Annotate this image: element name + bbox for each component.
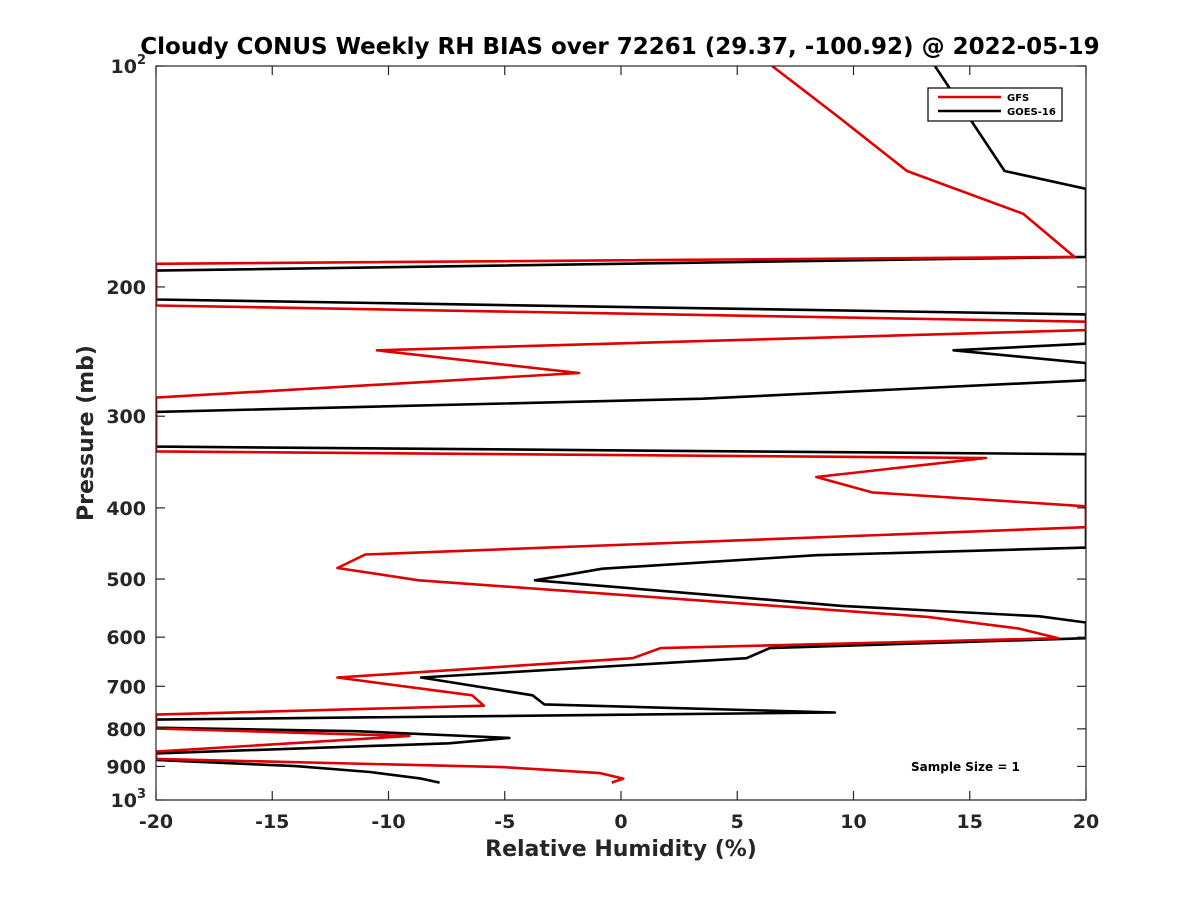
x-tick-label-20: 20 <box>1073 811 1099 833</box>
y-tick-label-900: 900 <box>106 756 146 778</box>
x-tick-label-0: 0 <box>614 811 627 833</box>
ticks-layer: -20 -15 -10 -5 0 5 10 15 20 102 200 300 400 500 600 700… <box>106 53 1099 833</box>
y-tick-label-600: 600 <box>106 627 146 649</box>
y-tick-label-1000: 103 <box>111 787 147 812</box>
x-tick-label-minus-20: -20 <box>139 811 173 833</box>
y-axis-label: Pressure (mb) <box>74 345 99 521</box>
x-tick-label-5: 5 <box>731 811 744 833</box>
series-line-goes16 <box>156 66 1086 784</box>
x-tick-label-15: 15 <box>957 811 983 833</box>
legend-label-gfs: GFS <box>1007 93 1029 104</box>
y-tick-label-100: 102 <box>111 53 147 78</box>
y-tick-label-800: 800 <box>106 719 146 741</box>
x-axis-label: Relative Humidity (%) <box>485 837 757 862</box>
y-tick-label-700: 700 <box>106 676 146 698</box>
y-tick-label-400: 400 <box>106 498 146 520</box>
series-line-gfs <box>156 66 1086 784</box>
chart-title: Cloudy CONUS Weekly RH BIAS over 72261 (… <box>140 34 1099 60</box>
sample-size-annotation: Sample Size = 1 <box>911 760 1020 774</box>
x-tick-label-10: 10 <box>840 811 866 833</box>
legend-box <box>927 87 1063 122</box>
y-tick-label-300: 300 <box>106 406 146 428</box>
legend-label-goes16: GOES-16 <box>1007 107 1056 118</box>
x-tick-label-minus-15: -15 <box>255 811 289 833</box>
plot-area <box>156 66 1086 800</box>
y-tick-label-200: 200 <box>106 277 146 299</box>
x-tick-label-minus-5: -5 <box>494 811 515 833</box>
series-layer <box>156 66 1086 784</box>
y-tick-label-500: 500 <box>106 569 146 591</box>
x-tick-label-minus-10: -10 <box>371 811 405 833</box>
legend: GFS GOES-16 <box>927 87 1063 122</box>
